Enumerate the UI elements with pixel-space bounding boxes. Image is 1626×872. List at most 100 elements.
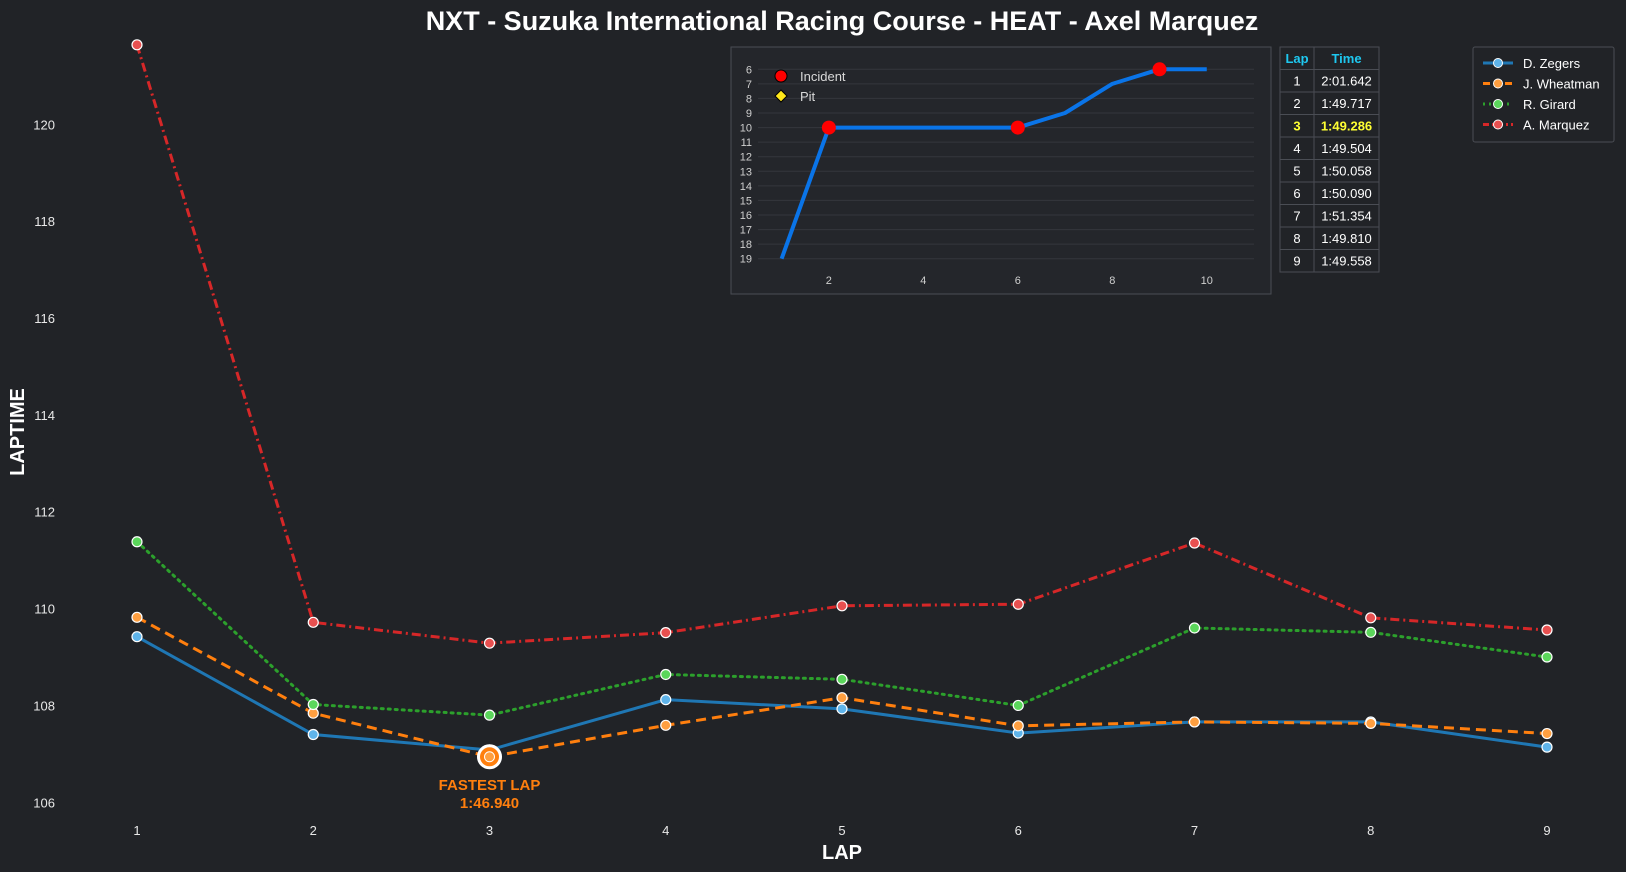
x-axis-label: LAP — [822, 842, 862, 864]
table-lap-cell: 1 — [1293, 74, 1300, 89]
legend-label: J. Wheatman — [1523, 77, 1600, 92]
fastest-lap-value: 1:46.940 — [460, 795, 519, 812]
data-point: J. Wheatman lap 7: 107.66 — [1188, 716, 1201, 728]
legend-marker — [1493, 58, 1503, 68]
table-time-cell: 1:49.504 — [1321, 141, 1372, 156]
table-lap-cell: 4 — [1293, 141, 1300, 156]
y-tick-label: 120 — [33, 117, 55, 132]
inset-x-tick-label: 2 — [826, 275, 832, 287]
data-point: R. Girard lap 7: 109.6 — [1188, 622, 1201, 634]
legend-frame — [1472, 46, 1615, 143]
incident-marker — [1152, 62, 1167, 77]
data-point: J. Wheatman lap 6: 107.58 — [1012, 720, 1024, 732]
series-line — [135, 540, 1549, 717]
data-point: J. Wheatman lap 4: 107.59 — [660, 719, 672, 731]
data-point: R. Girard lap 8: 109.51 — [1365, 626, 1377, 638]
inset-y-tick-label: 18 — [740, 239, 752, 251]
fastest-lap-point — [484, 751, 495, 763]
table-lap-cell: 6 — [1293, 186, 1300, 201]
series-layer: D. Zegers lap 1: 109.42 D. Zegers lap 2: … — [131, 39, 1553, 763]
data-point: A. Marquez lap 4: 109.504 — [660, 627, 672, 639]
y-axis-label: LAPTIME — [7, 388, 29, 476]
legend-marker — [1493, 78, 1503, 89]
x-tick-label: 4 — [662, 823, 669, 838]
legend-marker — [1493, 119, 1503, 130]
table-time-cell: 1:49.286 — [1321, 119, 1372, 134]
table-time-cell: 1:49.558 — [1321, 254, 1372, 269]
y-tick-label: 116 — [34, 311, 55, 326]
legend-label: D. Zegers — [1523, 56, 1581, 71]
data-point: J. Wheatman lap 9: 107.42 — [1541, 727, 1553, 740]
table-lap-cell: 3 — [1293, 119, 1300, 134]
inset-legend-pit: Pit — [800, 89, 816, 104]
inset-y-tick-label: 17 — [740, 225, 752, 237]
table-lap-cell: 9 — [1293, 254, 1300, 269]
data-point: R. Girard lap 1: 111.38 — [131, 536, 143, 548]
incident-marker — [1010, 120, 1025, 135]
table-time-cell: 1:50.058 — [1321, 164, 1372, 179]
data-point: J. Wheatman lap 1: 109.82 — [131, 611, 143, 623]
table-time-cell: 1:49.717 — [1321, 96, 1372, 111]
data-point: J. Wheatman lap 5: 108.16 — [836, 692, 848, 704]
data-point: R. Girard lap 3: 107.8 — [483, 709, 496, 721]
table-time-cell: 1:49.810 — [1321, 231, 1372, 246]
y-tick-label: 106 — [33, 795, 55, 810]
inset-y-tick-label: 14 — [740, 181, 752, 193]
table-lap-cell: 5 — [1293, 164, 1300, 179]
data-point: R. Girard lap 2: 108.02 — [307, 698, 319, 711]
inset-x-tick-label: 10 — [1201, 275, 1213, 287]
data-point: A. Marquez lap 6: 110.09 — [1012, 598, 1024, 610]
y-tick-label: 108 — [33, 698, 55, 713]
incident-legend-icon — [774, 69, 788, 83]
inset-y-tick-label: 9 — [746, 108, 752, 120]
table-time-cell: 2:01.642 — [1321, 74, 1372, 89]
data-point: D. Zegers lap 4: 108.12 — [660, 694, 672, 706]
laptime-table: Lap Time 1 2:01.642 2 1:49.717 3 1:49.286 4 1:49.… — [1279, 46, 1380, 273]
data-point: R. Girard lap 9: 109 — [1541, 651, 1553, 663]
position-inset: 6 7 8 9 10 11 12 13 14 15 16 17 18 19 2 4 6 8 10 Incident Pi… — [730, 46, 1272, 295]
data-point: R. Girard lap 5: 108.54 — [836, 673, 848, 685]
data-point: A. Marquez lap 2: 109.717 — [307, 616, 319, 628]
data-point: R. Girard lap 4: 108.64 — [660, 668, 672, 681]
x-tick-labels: 1 2 3 4 5 6 7 8 9 — [133, 823, 1550, 838]
table-time-cell: 1:51.354 — [1321, 209, 1372, 224]
pit-legend-icon — [774, 89, 788, 103]
data-point: R. Girard lap 6: 108 — [1012, 699, 1024, 712]
inset-legend-incident: Incident — [800, 69, 846, 84]
data-point: J. Wheatman lap 8: 107.63 — [1365, 717, 1377, 729]
legend-marker — [1493, 99, 1503, 109]
data-point: A. Marquez lap 8: 109.81 — [1365, 612, 1377, 624]
inset-y-tick-label: 19 — [740, 254, 752, 266]
x-tick-label: 1 — [133, 823, 140, 838]
x-tick-label: 5 — [838, 823, 845, 838]
x-tick-label: 3 — [486, 823, 493, 838]
incident-marker — [821, 120, 836, 135]
inset-y-tick-label: 11 — [741, 137, 752, 149]
y-tick-label: 112 — [34, 505, 55, 520]
inset-y-tick-label: 10 — [740, 123, 752, 135]
data-point: D. Zegers lap 9: 107.14 — [1541, 741, 1553, 753]
inset-x-tick-label: 6 — [1015, 275, 1021, 287]
x-tick-label: 2 — [310, 823, 317, 838]
table-cell-bg — [1313, 249, 1380, 273]
x-tick-label: 7 — [1191, 823, 1198, 838]
inset-y-tick-label: 7 — [746, 79, 752, 91]
fastest-lap-annotation: FASTEST LAP 1:46.940 — [439, 744, 540, 812]
inset-frame — [730, 46, 1272, 295]
table-lap-cell: 7 — [1293, 209, 1300, 224]
data-point: A. Marquez lap 7: 111.354 — [1188, 537, 1201, 549]
data-point: D. Zegers lap 5: 107.93 — [836, 703, 848, 715]
data-point: D. Zegers lap 1: 109.42 — [131, 631, 143, 643]
table-time-cell: 1:50.090 — [1321, 186, 1372, 201]
series-legend: D. Zegers J. Wheatman R. Girard A. Marquez — [1472, 46, 1615, 143]
inset-y-tick-label: 16 — [740, 210, 752, 222]
data-point: A. Marquez lap 5: 110.058 — [836, 600, 848, 612]
chart-title: NXT - Suzuka International Racing Course… — [426, 6, 1259, 36]
legend-label: A. Marquez — [1523, 118, 1589, 133]
x-tick-label: 6 — [1015, 823, 1022, 838]
inset-y-tick-label: 8 — [746, 93, 752, 105]
legend-label: R. Girard — [1523, 97, 1576, 112]
series-r-girard: R. Girard lap 1: 111.38 R. Girard lap 2: … — [131, 536, 1553, 721]
